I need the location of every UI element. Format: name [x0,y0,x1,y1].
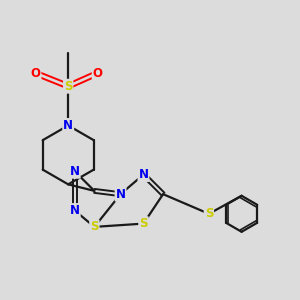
Text: S: S [90,220,99,233]
Text: N: N [139,168,148,181]
Text: S: S [64,80,73,93]
Text: O: O [93,67,103,80]
Text: O: O [31,67,40,80]
Text: S: S [205,207,213,220]
Text: N: N [70,165,80,178]
Text: N: N [63,119,73,132]
Text: S: S [139,217,148,230]
Text: N: N [116,188,126,201]
Text: N: N [70,204,80,217]
